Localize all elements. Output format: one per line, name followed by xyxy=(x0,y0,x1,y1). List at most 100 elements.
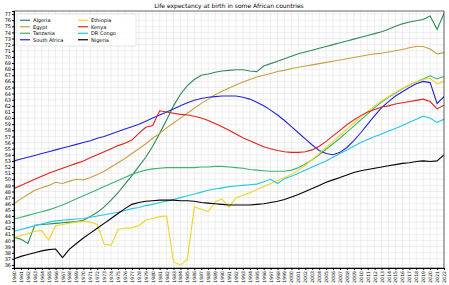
grid-line-x xyxy=(381,11,382,268)
y-tick: 65 xyxy=(5,85,14,91)
x-tick: 1967 xyxy=(61,268,66,283)
x-tick: 1962 xyxy=(26,268,31,283)
x-tick: 1996 xyxy=(262,268,267,283)
legend-label: Tanzania xyxy=(32,30,55,36)
x-tick-mark xyxy=(278,268,279,270)
x-tick-label: 2003 xyxy=(310,271,315,283)
grid-line-x xyxy=(201,11,202,268)
grid-line-x xyxy=(34,11,35,268)
x-tick-mark xyxy=(118,268,119,270)
y-tick-label: 58 xyxy=(5,127,11,133)
grid-line-y xyxy=(14,136,444,137)
grid-line-x xyxy=(333,11,334,268)
y-tick-label: 61 xyxy=(5,109,11,115)
x-tick-mark xyxy=(389,268,390,270)
y-tick-mark xyxy=(12,20,14,21)
y-tick-label: 46 xyxy=(5,201,11,207)
y-tick-label: 62 xyxy=(5,103,11,109)
grid-line-x xyxy=(229,11,230,268)
y-tick: 73 xyxy=(5,36,14,42)
y-tick-mark xyxy=(12,112,14,113)
x-tick-label: 2004 xyxy=(317,271,322,283)
x-tick-mark xyxy=(83,268,84,270)
x-tick-label: 2001 xyxy=(296,271,301,283)
y-tick: 67 xyxy=(5,72,14,78)
x-tick-mark xyxy=(291,268,292,270)
x-tick-label: 2012 xyxy=(373,271,378,283)
x-tick-label: 1970 xyxy=(81,271,86,283)
y-tick-mark xyxy=(12,124,14,125)
x-tick: 1989 xyxy=(213,268,218,283)
grid-line-y xyxy=(14,246,444,247)
legend-swatch xyxy=(78,26,88,27)
y-tick-label: 38 xyxy=(5,250,11,256)
x-tick: 2019 xyxy=(421,268,426,283)
y-tick-label: 45 xyxy=(5,207,11,213)
y-tick-label: 43 xyxy=(5,219,11,225)
y-tick: 71 xyxy=(5,48,14,54)
x-tick-mark xyxy=(69,268,70,270)
title: Life expectancy at birth in some African… xyxy=(154,2,304,10)
x-tick-label: 1976 xyxy=(123,271,128,283)
y-tick-label: 73 xyxy=(5,36,11,42)
y-tick-label: 44 xyxy=(5,213,11,219)
y-tick-label: 36 xyxy=(5,262,11,268)
y-tick-mark xyxy=(12,69,14,70)
x-tick-label: 2010 xyxy=(359,271,364,283)
lines xyxy=(14,13,444,264)
y-tick: 59 xyxy=(5,121,14,127)
y-axis: 3637383940414243444546474849505152535455… xyxy=(5,11,15,268)
y-tick-mark xyxy=(12,143,14,144)
series-line xyxy=(14,78,444,265)
x-tick-mark xyxy=(35,268,36,270)
x-tick: 1961 xyxy=(19,268,24,283)
y-tick-mark xyxy=(12,173,14,174)
grid-line-x xyxy=(27,11,28,268)
grid-line-x xyxy=(187,11,188,268)
x-tick-mark xyxy=(21,268,22,270)
x-tick: 1969 xyxy=(74,268,79,283)
y-tick-mark xyxy=(12,94,14,95)
x-tick-label: 1962 xyxy=(26,271,31,283)
y-tick-label: 42 xyxy=(5,225,11,231)
y-tick-label: 69 xyxy=(5,60,11,66)
y-tick-mark xyxy=(12,75,14,76)
x-tick: 1982 xyxy=(165,268,170,283)
grid-line-x xyxy=(69,11,70,268)
x-tick-mark xyxy=(194,268,195,270)
x-tick-mark xyxy=(382,268,383,270)
x-tick-label: 2015 xyxy=(393,271,398,283)
x-tick-label: 1983 xyxy=(171,271,176,283)
grid-line-y xyxy=(14,20,444,21)
x-tick: 1977 xyxy=(130,268,135,283)
x-tick: 2001 xyxy=(296,268,301,283)
grid-line-y xyxy=(14,234,444,235)
grid-line-y xyxy=(14,154,444,155)
x-tick: 1985 xyxy=(185,268,190,283)
grid-line-y xyxy=(14,173,444,174)
grid-line-x xyxy=(55,11,56,268)
y-tick-label: 40 xyxy=(5,238,11,244)
x-tick-mark xyxy=(354,268,355,270)
x-tick-mark xyxy=(257,268,258,270)
x-tick-mark xyxy=(444,268,445,270)
y-tick-label: 41 xyxy=(5,231,11,237)
x-tick: 1970 xyxy=(81,268,86,283)
x-tick-mark xyxy=(236,268,237,270)
grid-line-y xyxy=(14,160,444,161)
y-tick: 61 xyxy=(5,109,14,115)
y-tick-mark xyxy=(12,185,14,186)
y-tick-mark xyxy=(12,130,14,131)
x-tick-mark xyxy=(160,268,161,270)
x-tick-mark xyxy=(430,268,431,270)
y-tick-mark xyxy=(12,179,14,180)
y-tick: 47 xyxy=(5,195,14,201)
x-tick-label: 1995 xyxy=(255,271,260,283)
y-tick-label: 71 xyxy=(5,48,11,54)
y-tick-label: 55 xyxy=(5,146,11,152)
x-tick-mark xyxy=(271,268,272,270)
x-tick-label: 1985 xyxy=(185,271,190,283)
x-tick: 1975 xyxy=(116,268,121,283)
y-tick: 42 xyxy=(5,225,14,231)
grid-line-x xyxy=(215,11,216,268)
